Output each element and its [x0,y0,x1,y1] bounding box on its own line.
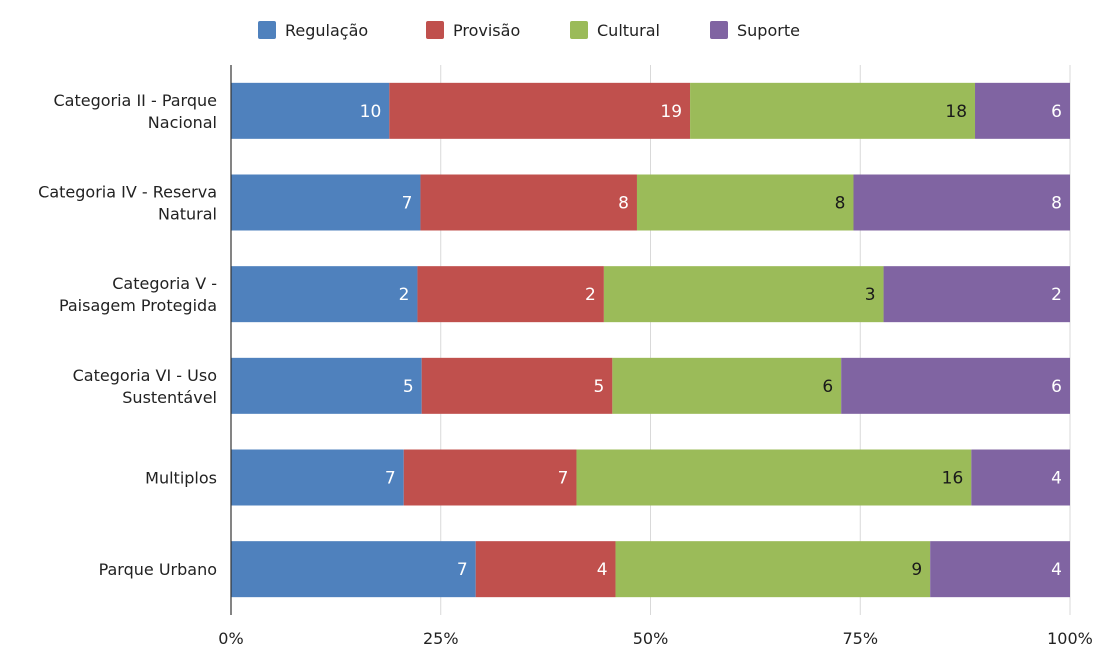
bar-segment-provisao [389,82,691,139]
gridlines [440,65,1071,615]
bar-row-multiplos: 7 7 16 4 [231,449,1070,506]
bar-segment-suporte [853,174,1070,231]
bars: 10 19 18 6 7 8 8 8 2 2 3 2 5 5 6 6 7 7 16 4 7 4 9 4 [231,82,1070,598]
data-label-regulacao: 7 [457,560,468,580]
bar-segment-suporte [883,266,1070,323]
bar-segment-suporte [841,357,1070,414]
bar-segment-provisao [475,541,616,598]
data-label-cultural: 3 [865,285,876,305]
legend-item-cultural: Cultural [570,21,660,40]
data-label-regulacao: 7 [385,469,396,489]
legend-label: Regulação [285,21,368,40]
legend-item-provisao: Provisão [426,21,520,40]
data-label-provisao: 8 [618,194,629,214]
data-label-provisao: 7 [558,469,569,489]
category-labels: Categoria II - Parque Nacional Categoria I… [38,91,217,579]
data-label-provisao: 5 [594,377,605,397]
x-tick-label: 100% [1047,629,1093,648]
x-tick-label: 25% [423,629,459,648]
x-tick-label: 50% [633,629,669,648]
bar-row-categoria-v-paisagem-protegida: 2 2 3 2 [231,266,1070,323]
bar-segment-provisao [403,449,577,506]
x-axis-tick-labels: 0% 25% 50% 75% 100% [218,629,1093,648]
data-label-suporte: 2 [1051,285,1062,305]
data-label-suporte: 8 [1051,194,1062,214]
bar-row-categoria-vi-uso-sustentavel: 5 5 6 6 [231,357,1070,414]
bar-segment-suporte [930,541,1070,598]
category-label: Categoria V -Paisagem Protegida [59,274,217,315]
bar-segment-regulacao [231,174,421,231]
bar-segment-provisao [420,174,637,231]
data-label-regulacao: 5 [403,377,414,397]
bar-segment-suporte [975,82,1070,139]
bar-segment-provisao [421,357,613,414]
bar-segment-regulacao [231,266,418,323]
category-label: Multiplos [145,469,217,488]
data-label-regulacao: 2 [399,285,410,305]
x-tick-label: 0% [218,629,243,648]
data-label-cultural: 6 [822,377,833,397]
category-label: Categoria II - Parque Nacional [53,91,217,132]
bar-segment-suporte [971,449,1070,506]
x-tick-label: 75% [842,629,878,648]
data-label-regulacao: 10 [360,102,382,122]
bar-segment-cultural [636,174,854,231]
data-label-regulacao: 7 [402,194,413,214]
data-label-provisao: 2 [585,285,596,305]
category-label: Categoria IV - Reserva Natural [38,183,217,224]
bar-segment-provisao [417,266,604,323]
legend-swatch [258,21,276,39]
legend-swatch [570,21,588,39]
data-label-suporte: 6 [1051,102,1062,122]
bar-row-categoria-ii-parque-nacional: 10 19 18 6 [231,82,1070,139]
bar-segment-cultural [615,541,931,598]
bar-segment-regulacao [231,541,476,598]
category-label: Categoria VI - Uso Sustentável [73,366,217,407]
data-label-suporte: 6 [1051,377,1062,397]
data-label-cultural: 16 [942,469,964,489]
bar-row-categoria-iv-reserva-natural: 7 8 8 8 [231,174,1070,231]
legend-label: Suporte [737,21,800,40]
legend-item-suporte: Suporte [710,21,800,40]
data-label-cultural: 9 [911,560,922,580]
legend-item-regulacao: Regulação [258,21,368,40]
bar-segment-cultural [612,357,842,414]
data-label-provisao: 4 [597,560,608,580]
data-label-provisao: 19 [660,102,682,122]
bar-segment-cultural [690,82,976,139]
bar-segment-cultural [576,449,972,506]
bar-segment-cultural [603,266,884,323]
legend-swatch [710,21,728,39]
data-label-suporte: 4 [1051,469,1062,489]
bar-segment-regulacao [231,82,390,139]
legend-label: Cultural [597,21,660,40]
category-label: Parque Urbano [99,560,217,579]
legend-label: Provisão [453,21,520,40]
data-label-cultural: 8 [835,194,846,214]
legend-swatch [426,21,444,39]
bar-row-parque-urbano: 7 4 9 4 [231,541,1070,598]
legend: Regulação Provisão Cultural Suporte [258,21,800,40]
data-label-cultural: 18 [945,102,967,122]
bar-segment-regulacao [231,357,422,414]
bar-segment-regulacao [231,449,404,506]
data-label-suporte: 4 [1051,560,1062,580]
